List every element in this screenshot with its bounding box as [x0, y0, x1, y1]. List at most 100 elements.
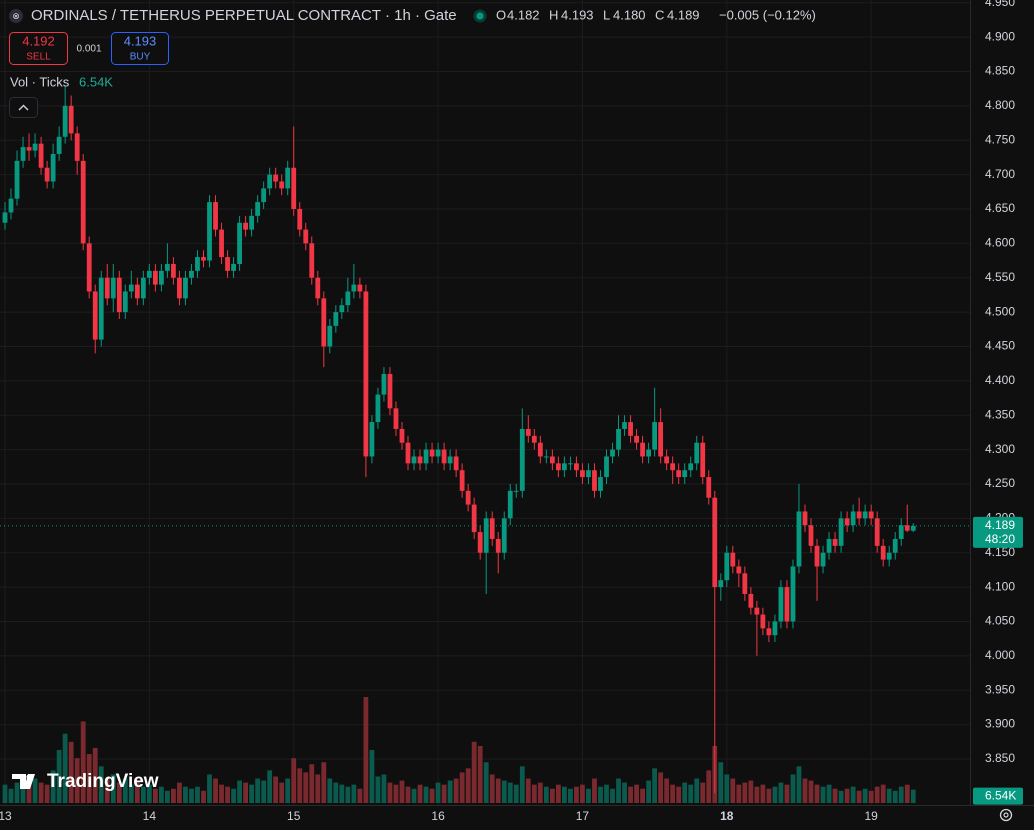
- x-tick-label: 17: [576, 809, 590, 823]
- volume-bar: [297, 768, 303, 803]
- candle-body: [171, 263, 176, 278]
- buy-label[interactable]: BUY: [130, 52, 151, 63]
- collapse-box[interactable]: [9, 97, 38, 118]
- candle-body: [152, 270, 158, 285]
- candle-body: [880, 545, 886, 560]
- volume-bar: [92, 747, 98, 803]
- candle-body: [411, 456, 417, 464]
- volume-bar: [110, 774, 116, 803]
- candle-body: [231, 263, 236, 271]
- y-tick-label: 4.400: [985, 373, 1015, 387]
- candle-body: [640, 442, 645, 457]
- volume-bar: [724, 774, 730, 803]
- candle-body: [195, 257, 200, 271]
- candle-body: [417, 456, 423, 464]
- candle-body: [14, 160, 20, 199]
- candle-body: [74, 133, 80, 161]
- candle-body: [568, 463, 573, 465]
- candle-body: [98, 277, 104, 340]
- sell-label[interactable]: SELL: [26, 52, 51, 63]
- volume-bar: [62, 733, 68, 803]
- candle-body: [441, 449, 447, 464]
- volume-bar: [2, 784, 8, 803]
- y-tick-label: 4.650: [985, 201, 1015, 215]
- candle-body: [826, 538, 832, 553]
- volume-bar: [465, 768, 471, 803]
- volume-bar: [303, 772, 309, 803]
- sell-box[interactable]: [9, 32, 68, 65]
- volume-bar: [32, 778, 38, 803]
- volume-bar: [20, 786, 26, 803]
- change: −0.005 (−0.12%): [719, 7, 816, 22]
- volume-bar: [790, 774, 796, 803]
- volume-bar: [423, 786, 429, 803]
- settings-icon[interactable]: [999, 808, 1013, 822]
- candle-body: [694, 442, 700, 464]
- volume-bar: [459, 772, 465, 803]
- candle-body: [38, 143, 44, 168]
- settings-icon-center[interactable]: [1003, 812, 1009, 818]
- volume-bar: [796, 766, 802, 803]
- buy-price[interactable]: 4.193: [124, 33, 157, 48]
- volume-bar: [417, 784, 423, 803]
- candle-body: [243, 222, 248, 230]
- volume-bar: [742, 782, 748, 803]
- volume-bar: [38, 782, 44, 803]
- candle-body: [183, 277, 188, 299]
- candle-body: [405, 442, 411, 464]
- volume-bar: [8, 788, 14, 803]
- candle-body: [369, 422, 375, 457]
- candle-body: [381, 373, 387, 395]
- candle-body: [742, 573, 748, 594]
- volume-bar: [116, 782, 122, 803]
- candle-body: [592, 470, 597, 491]
- y-tick-label: 4.450: [985, 339, 1015, 353]
- candle-body: [261, 188, 267, 203]
- candle-body: [333, 312, 339, 326]
- candle-body: [519, 428, 525, 491]
- volume-bar: [904, 784, 910, 803]
- candle-body: [177, 277, 182, 299]
- volume-bar: [555, 784, 561, 803]
- volume-bar: [688, 784, 694, 803]
- candle-body: [856, 511, 862, 519]
- sell-price[interactable]: 4.192: [22, 33, 55, 48]
- volume-bar: [507, 782, 513, 803]
- volume-bar: [748, 780, 754, 803]
- candle-body: [892, 538, 898, 553]
- volume-bar: [447, 780, 453, 803]
- volume-bar: [177, 782, 182, 803]
- volume-bar: [339, 784, 345, 803]
- y-tick-label: 4.750: [985, 132, 1015, 146]
- volume-bar: [561, 786, 567, 803]
- collapse-button[interactable]: [9, 97, 38, 118]
- volume-legend: Vol · Ticks: [10, 74, 70, 89]
- watermark-logo-dot: [26, 774, 32, 780]
- volume-bar: [760, 784, 766, 803]
- candle-body: [748, 593, 754, 608]
- buy-box[interactable]: [111, 32, 169, 65]
- candle-body: [832, 538, 838, 546]
- y-tick-label: 4.800: [985, 98, 1015, 112]
- volume-bar: [664, 778, 670, 803]
- volume-bar: [345, 786, 351, 803]
- buy-button[interactable]: 4.193 BUY: [111, 32, 169, 65]
- volume-bar: [441, 784, 447, 803]
- collapse-icon[interactable]: [18, 104, 29, 111]
- candle-body: [736, 566, 742, 574]
- volume-legend-value: 6.54K: [79, 74, 113, 89]
- volume-bar: [56, 750, 62, 803]
- candle-body: [26, 147, 32, 151]
- candle-body: [634, 435, 639, 443]
- volume-bar: [74, 758, 80, 803]
- y-tick-label: 4.250: [985, 476, 1015, 490]
- candle-body: [688, 463, 694, 471]
- candle-body: [754, 607, 760, 615]
- volume-tag: [973, 787, 1023, 805]
- volume-bar: [592, 778, 597, 803]
- settings-button[interactable]: [999, 808, 1013, 822]
- volume-bar: [501, 780, 507, 803]
- market-status[interactable]: [473, 9, 487, 23]
- sell-button[interactable]: 4.192 SELL: [9, 32, 68, 65]
